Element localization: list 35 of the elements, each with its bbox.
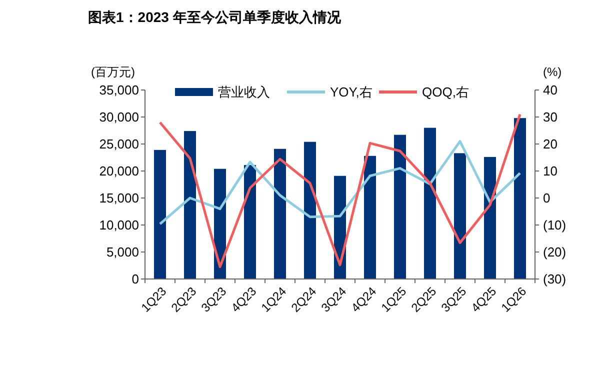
bar [484, 156, 496, 279]
y2-tick-label: (20) [543, 244, 566, 260]
y2-tick-label: 20 [543, 136, 558, 152]
y-tick-label: 20,000 [99, 164, 139, 179]
bar [184, 131, 196, 279]
y2-tick-label: 0 [543, 190, 550, 206]
y-tick-label: 0 [132, 272, 139, 287]
y-tick-label: 35,000 [99, 82, 139, 98]
y-tick-label: 25,000 [99, 136, 139, 152]
y2-tick-label: (10) [543, 218, 566, 233]
legend-label: YOY,右 [330, 84, 372, 100]
y-tick-label: 15,000 [99, 190, 139, 206]
y2-tick-label: 30 [543, 110, 558, 125]
y-tick-label: 10,000 [99, 218, 139, 233]
y2-axis-title: (%) [543, 65, 562, 79]
bar [514, 118, 526, 279]
bar [154, 150, 166, 279]
bar [274, 148, 286, 279]
y-axis-title: (百万元) [91, 65, 135, 79]
line-series [158, 140, 522, 226]
bar [424, 128, 436, 279]
legend-label: QOQ,右 [422, 84, 469, 100]
bar [454, 153, 466, 279]
y-tick-label: 30,000 [99, 110, 139, 125]
y2-tick-label: 40 [543, 82, 558, 98]
y2-tick-label: (30) [543, 272, 566, 287]
bar [304, 142, 316, 279]
bar [394, 134, 406, 279]
y2-tick-label: 10 [543, 164, 558, 179]
chart-title: 图表1：2023 年至今公司单季度收入情况 [88, 9, 342, 25]
bar [364, 156, 376, 279]
legend-label: 营业收入 [218, 84, 270, 100]
y-tick-label: 5,000 [106, 244, 139, 260]
line-series [158, 113, 522, 268]
bar [244, 165, 256, 279]
